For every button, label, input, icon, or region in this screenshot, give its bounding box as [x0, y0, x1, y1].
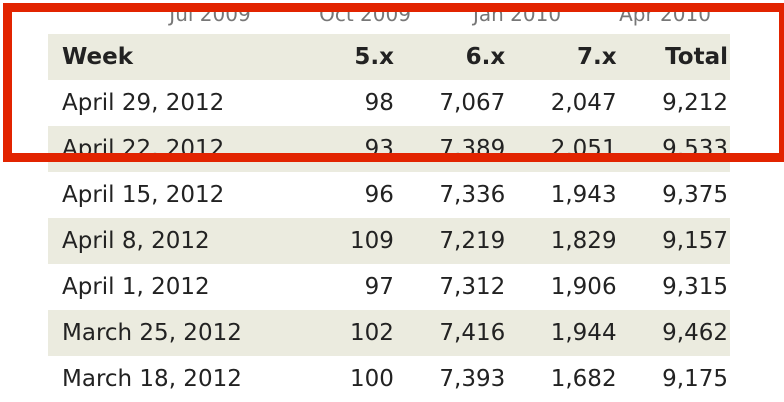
cell-5x: 109 [350, 228, 394, 254]
cell-6x: 7,393 [439, 366, 506, 392]
cell-6x: 7,389 [439, 136, 506, 162]
axis-tick-label: Apr 2010 [619, 2, 711, 26]
header-6x: 6.x [465, 44, 506, 70]
cell-7x: 1,829 [550, 228, 617, 254]
cell-5x: 96 [364, 182, 394, 208]
cell-week: April 15, 2012 [62, 182, 225, 208]
cell-6x: 7,416 [439, 320, 506, 346]
header-week: Week [62, 44, 134, 70]
axis-tick-label: Jul 2009 [169, 2, 251, 26]
header-total: Total [665, 44, 728, 70]
chart-axis-labels: Jul 2009 Oct 2009 Jan 2010 Apr 2010 [0, 0, 784, 34]
cell-total: 9,315 [662, 274, 728, 300]
cell-7x: 1,906 [550, 274, 617, 300]
header-7x: 7.x [577, 44, 617, 70]
cell-total: 9,212 [662, 90, 728, 116]
cell-total: 9,157 [662, 228, 728, 254]
cell-total: 9,175 [662, 366, 728, 392]
axis-tick-label: Oct 2009 [319, 2, 411, 26]
cell-5x: 100 [350, 366, 394, 392]
cell-7x: 1,682 [550, 366, 617, 392]
table-row: April 1, 2012 97 7,312 1,906 9,315 [48, 264, 730, 310]
header-5x: 5.x [354, 44, 394, 70]
table-row: April 15, 2012 96 7,336 1,943 9,375 [48, 172, 730, 218]
table-row: April 22, 2012 93 7,389 2,051 9,533 [48, 126, 730, 172]
cell-7x: 1,944 [550, 320, 617, 346]
cell-week: March 18, 2012 [62, 366, 242, 392]
table-row: April 29, 2012 98 7,067 2,047 9,212 [48, 80, 730, 126]
cell-5x: 97 [364, 274, 394, 300]
cell-7x: 2,047 [550, 90, 617, 116]
table-row: March 18, 2012 100 7,393 1,682 9,175 [48, 356, 730, 402]
cell-week: April 8, 2012 [62, 228, 210, 254]
table-row: March 25, 2012 102 7,416 1,944 9,462 [48, 310, 730, 356]
table-row: April 8, 2012 109 7,219 1,829 9,157 [48, 218, 730, 264]
cell-5x: 102 [350, 320, 394, 346]
cell-6x: 7,067 [439, 90, 506, 116]
cell-6x: 7,336 [439, 182, 506, 208]
cell-6x: 7,312 [439, 274, 506, 300]
table-header-row: Week 5.x 6.x 7.x Total [48, 34, 730, 80]
cell-week: April 22, 2012 [62, 136, 225, 162]
cell-week: April 29, 2012 [62, 90, 225, 116]
cell-5x: 93 [364, 136, 394, 162]
cell-total: 9,533 [662, 136, 728, 162]
cell-week: April 1, 2012 [62, 274, 210, 300]
cell-5x: 98 [364, 90, 394, 116]
cell-7x: 2,051 [550, 136, 617, 162]
cell-6x: 7,219 [439, 228, 506, 254]
cell-total: 9,462 [662, 320, 728, 346]
axis-tick-label: Jan 2010 [472, 2, 562, 26]
cell-total: 9,375 [662, 182, 728, 208]
cell-week: March 25, 2012 [62, 320, 242, 346]
cell-7x: 1,943 [550, 182, 617, 208]
weekly-version-table: Week 5.x 6.x 7.x Total April 29, 2012 98 7… [48, 34, 730, 402]
